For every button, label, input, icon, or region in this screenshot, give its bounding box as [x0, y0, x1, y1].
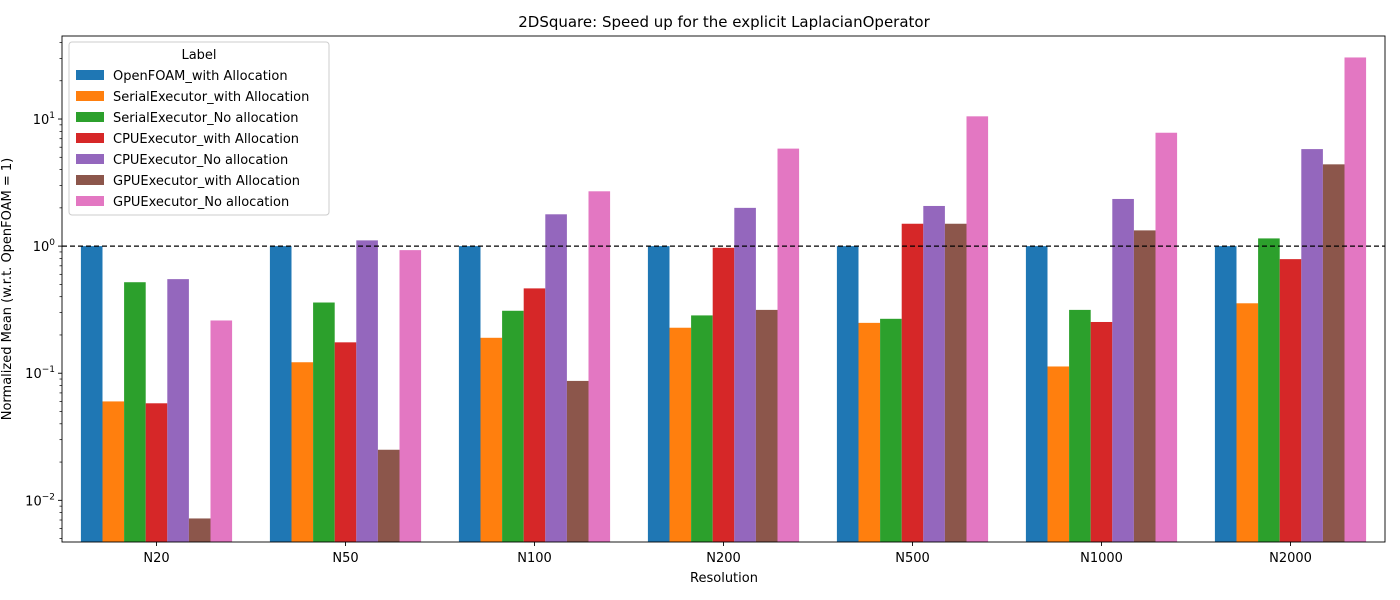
bar: [480, 337, 503, 542]
bar: [1047, 366, 1070, 542]
bar: [923, 205, 945, 542]
bar: [712, 247, 735, 543]
bar: [566, 380, 589, 542]
bar: [269, 246, 292, 542]
bar: [1155, 132, 1178, 542]
bar: [777, 148, 800, 543]
bar: [1112, 198, 1134, 542]
x-tick-label: N100: [517, 551, 552, 566]
legend: Label OpenFOAM_with Allocation SerialExec…: [68, 41, 330, 216]
y-tick-label: 100: [33, 238, 56, 255]
legend-swatch: [76, 91, 104, 101]
bar: [1025, 246, 1048, 542]
legend-swatch: [76, 70, 104, 80]
y-tick-label: 10−2: [25, 492, 55, 509]
bar: [1133, 230, 1156, 542]
bar: [1279, 259, 1302, 542]
bar: [167, 279, 189, 542]
x-axis-label: Resolution: [690, 571, 758, 586]
bar: [80, 246, 103, 542]
bar: [1090, 321, 1113, 542]
bar: [502, 310, 524, 542]
legend-items: OpenFOAM_with Allocation SerialExecutor_w…: [76, 69, 309, 210]
bar: [836, 246, 859, 542]
bar: [1344, 57, 1367, 543]
bar: [458, 246, 481, 542]
y-axis-label: Normalized Mean (w.r.t. OpenFOAM = 1): [0, 158, 15, 421]
bar: [1258, 238, 1280, 542]
legend-label: GPUExecutor_with Allocation: [113, 174, 300, 189]
legend-label: GPUExecutor_No allocation: [113, 195, 289, 210]
bar: [734, 207, 756, 543]
bar: [901, 223, 924, 542]
bar: [545, 214, 567, 542]
bar: [210, 320, 233, 542]
bar: [1069, 309, 1091, 542]
legend-label: OpenFOAM_with Allocation: [113, 69, 288, 84]
bar: [755, 309, 778, 542]
bar: [1322, 164, 1345, 542]
legend-label: SerialExecutor_No allocation: [113, 111, 299, 126]
bar: [377, 449, 400, 542]
x-axis: N20 N50 N100 N200 N500 N1000 N2000: [143, 542, 1312, 566]
bar: [880, 318, 902, 542]
bar: [588, 191, 611, 543]
bar: [188, 518, 211, 542]
chart-title: 2DSquare: Speed up for the explicit Lapl…: [518, 13, 930, 31]
legend-title: Label: [181, 48, 216, 63]
legend-swatch: [76, 196, 104, 206]
legend-label: SerialExecutor_with Allocation: [113, 90, 309, 105]
legend-label: CPUExecutor_with Allocation: [113, 132, 299, 147]
bar: [1236, 303, 1259, 542]
bar: [356, 240, 378, 542]
x-tick-label: N20: [143, 551, 169, 566]
legend-swatch: [76, 133, 104, 143]
y-tick-label: 10−1: [25, 365, 55, 382]
bars-layer: [80, 57, 1367, 543]
legend-swatch: [76, 154, 104, 164]
bar: [1301, 149, 1323, 543]
bar: [944, 223, 967, 542]
legend-box: [68, 41, 330, 216]
bar: [334, 342, 357, 542]
legend-label: CPUExecutor_No allocation: [113, 153, 288, 168]
x-tick-label: N1000: [1080, 551, 1123, 566]
y-axis: 10−2 10−1 100 101: [25, 42, 62, 539]
x-tick-label: N200: [706, 551, 741, 566]
bar: [313, 302, 335, 542]
bar: [523, 288, 546, 542]
bar: [291, 362, 314, 542]
bar: [669, 327, 692, 542]
legend-swatch: [76, 175, 104, 185]
legend-swatch: [76, 112, 104, 122]
bar: [124, 282, 146, 542]
x-tick-label: N50: [332, 551, 358, 566]
bar: [966, 116, 989, 542]
bar: [691, 315, 713, 542]
bar: [102, 401, 125, 542]
bar: [399, 250, 422, 542]
bar: [647, 246, 670, 542]
bar: [858, 322, 881, 542]
y-tick-label: 101: [33, 111, 55, 128]
x-tick-label: N500: [895, 551, 930, 566]
bar: [1214, 246, 1237, 542]
x-tick-label: N2000: [1269, 551, 1312, 566]
bar: [145, 403, 168, 542]
